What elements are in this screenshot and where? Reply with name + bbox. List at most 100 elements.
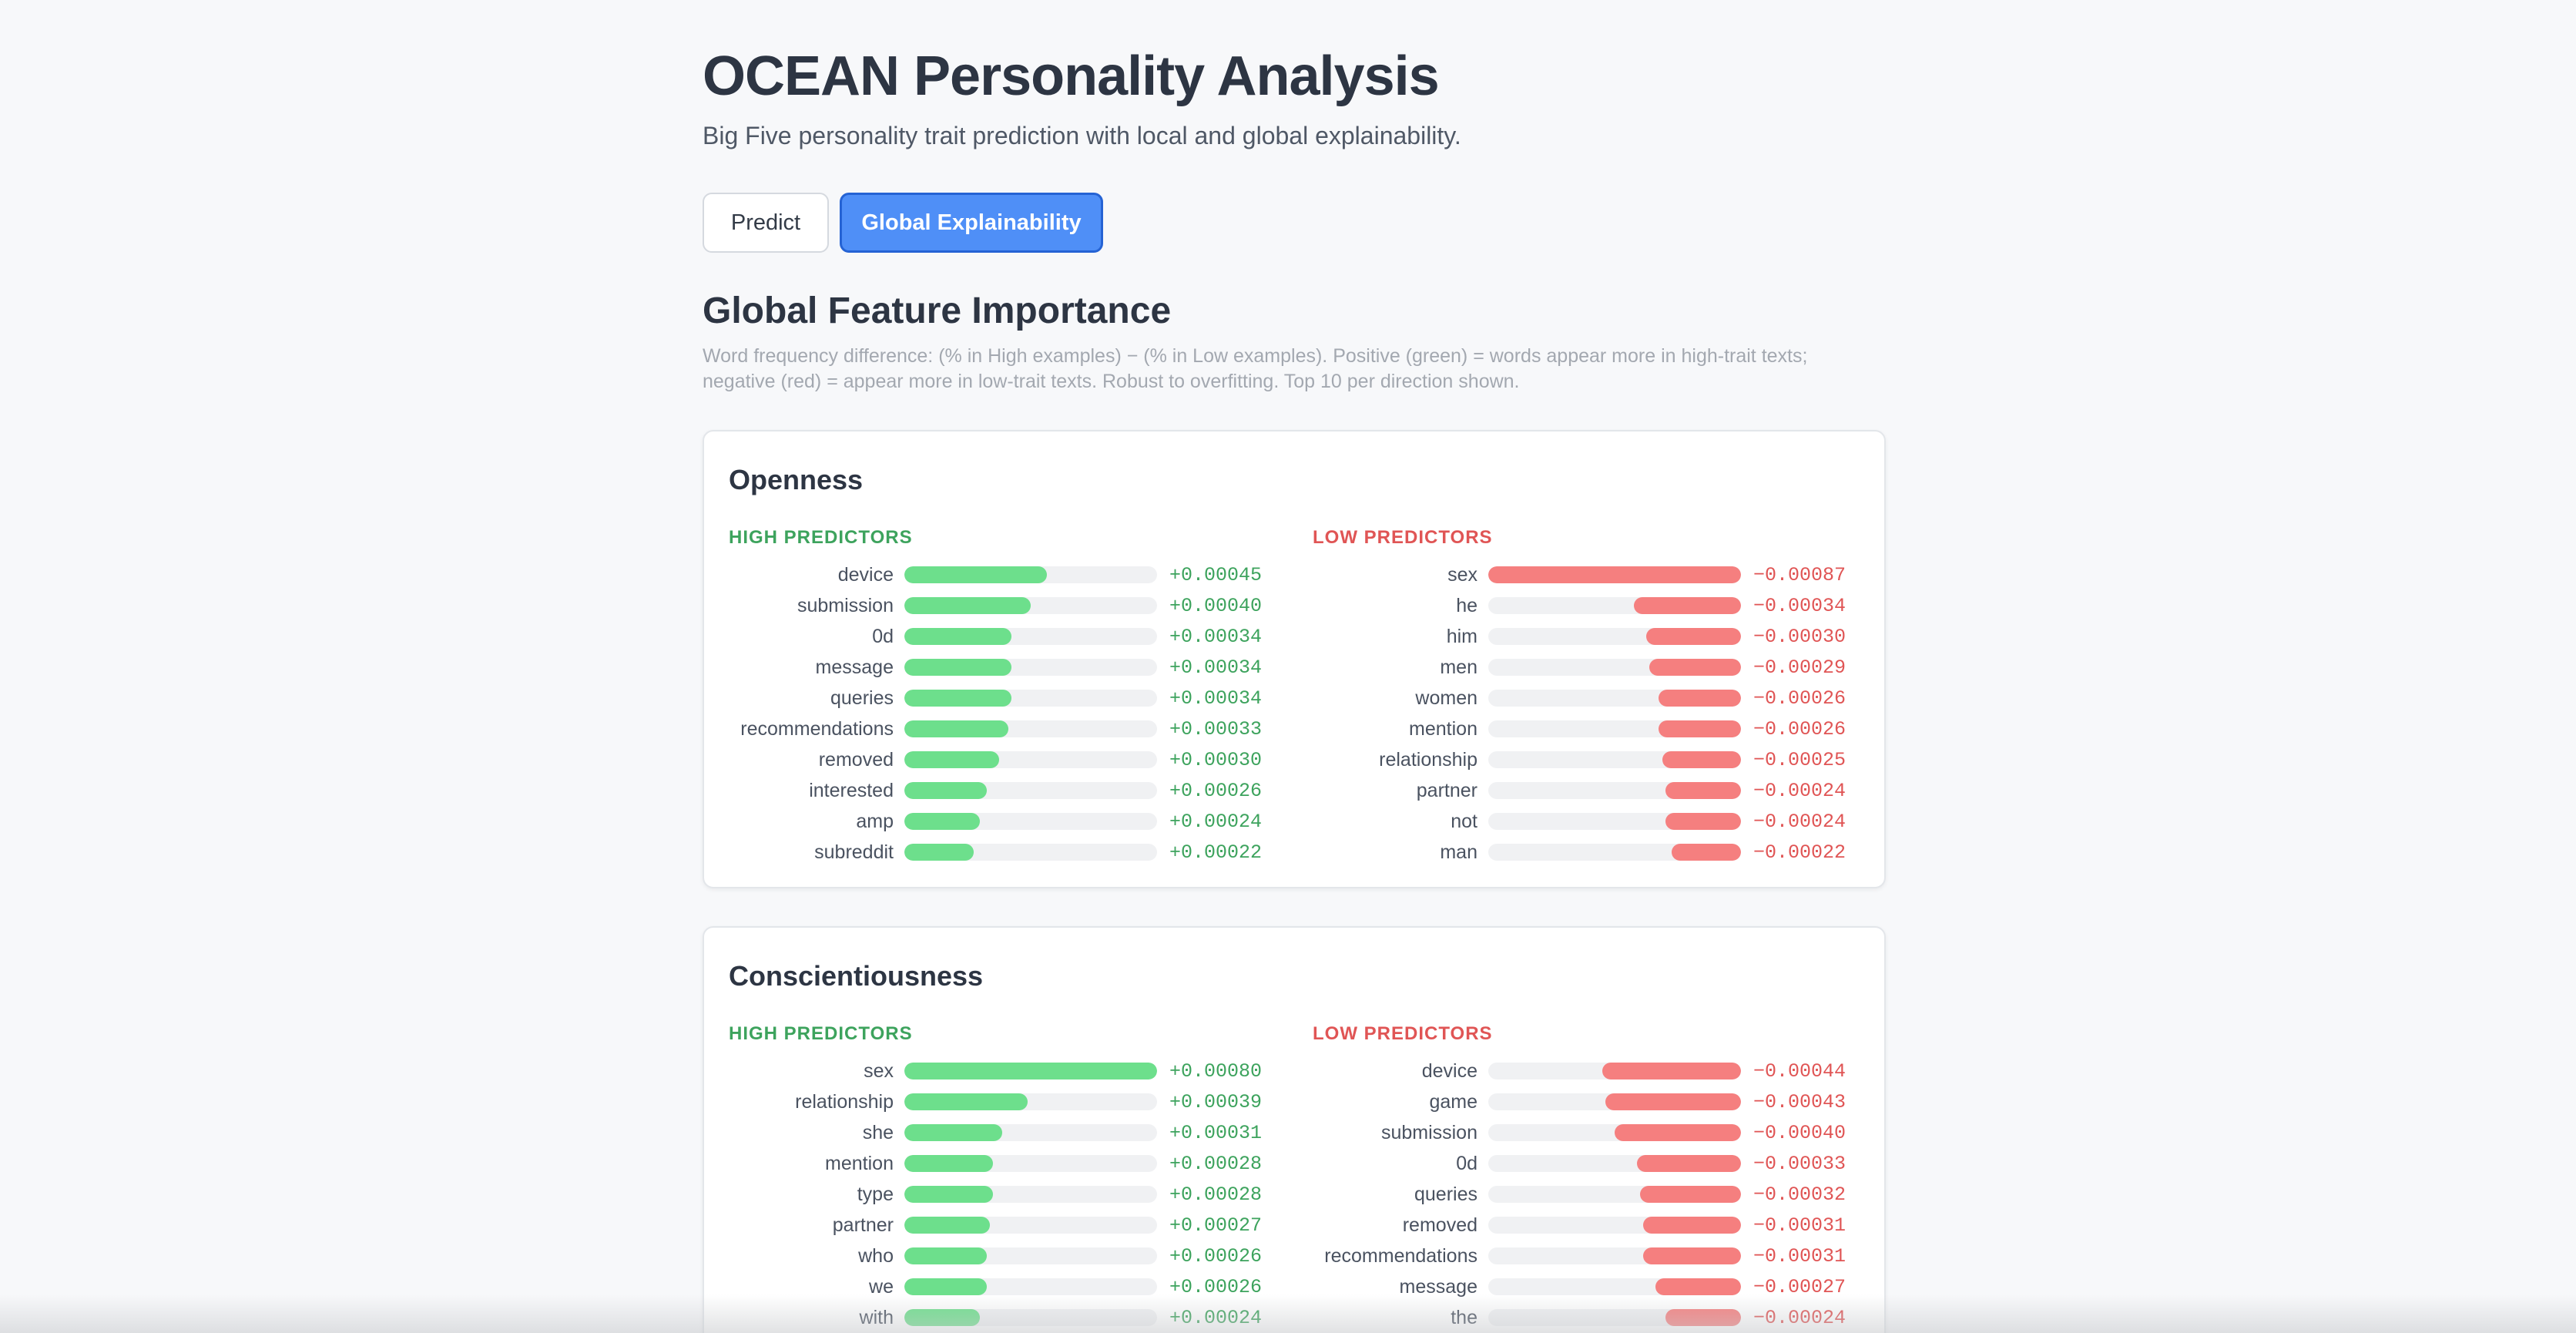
importance-bar [904,1155,993,1172]
predictor-word: not [1451,810,1478,832]
importance-value: +0.00024 [1169,810,1263,833]
importance-value: −0.00031 [1753,1244,1846,1268]
predictor-word: submission [1380,1121,1478,1143]
low-predictor-row: recommendations −0.00031 [1313,1241,1852,1271]
low-predictor-row: man −0.00022 [1313,837,1852,868]
importance-value: −0.00043 [1753,1090,1846,1113]
predictor-word: relationship [1379,748,1478,771]
importance-bar-track [1488,1124,1741,1141]
importance-bar-track [1488,1309,1741,1326]
importance-value: −0.00030 [1753,625,1846,648]
importance-value: −0.00034 [1753,594,1846,617]
importance-value: +0.00027 [1169,1214,1263,1237]
predictor-word: mention [825,1152,894,1174]
high-predictor-row: with +0.00024 [729,1302,1268,1333]
importance-bar [1642,1217,1741,1234]
importance-bar [1665,782,1741,799]
importance-bar-track [904,844,1157,861]
low-predictors-column: LOW PREDICTORS sex −0.00087 he −0.00034 him −… [1313,525,1852,868]
importance-value: +0.00026 [1169,779,1263,802]
importance-bar [904,1186,993,1203]
importance-bar-track [904,1093,1157,1110]
importance-bar-track [1488,813,1741,830]
high-predictor-row: subreddit +0.00022 [729,837,1268,868]
trait-title: Openness [729,464,864,495]
low-predictor-row: 0d −0.00033 [1313,1148,1852,1179]
predictor-word: removed [818,748,894,771]
importance-value: +0.00034 [1169,687,1263,710]
importance-value: −0.00040 [1753,1121,1846,1144]
importance-value: −0.00027 [1753,1275,1846,1298]
predictor-word: device [837,563,894,586]
predictor-word: he [1456,594,1478,616]
predictor-word: partner [832,1214,894,1236]
importance-bar [1662,751,1741,768]
importance-value: −0.00031 [1753,1214,1846,1237]
predictor-word: type [857,1183,894,1205]
predictor-word: recommendations [1324,1244,1478,1267]
low-predictors-column: LOW PREDICTORS device −0.00044 game −0.0004… [1313,1022,1852,1333]
importance-bar [1633,597,1741,614]
importance-bar-track [1488,751,1741,768]
predictor-word: amp [856,810,894,832]
low-predictor-row: removed −0.00031 [1313,1210,1852,1241]
importance-value: +0.00031 [1169,1121,1263,1144]
importance-bar-track [1488,566,1741,583]
importance-bar [1488,566,1741,583]
importance-bar-track [904,751,1157,768]
tab-predict[interactable]: Predict [703,193,829,253]
high-predictor-row: 0d +0.00034 [729,621,1268,652]
importance-bar [904,690,1012,707]
importance-value: −0.00029 [1753,656,1846,679]
importance-bar [904,844,974,861]
importance-bar-track [904,566,1157,583]
importance-bar [904,1278,987,1295]
importance-bar-track [904,1247,1157,1264]
high-predictor-row: mention +0.00028 [729,1148,1268,1179]
importance-bar [904,1093,1028,1110]
importance-bar [1602,1063,1741,1079]
importance-bar [1615,1124,1741,1141]
predictor-word: we [869,1275,894,1298]
predictor-word: men [1440,656,1478,678]
importance-bar [904,751,999,768]
high-predictor-row: amp +0.00024 [729,806,1268,837]
page-title: OCEAN Personality Analysis [703,45,1440,107]
importance-bar-track [904,1278,1157,1295]
importance-bar [1636,1155,1741,1172]
importance-bar [1655,1278,1741,1295]
low-predictor-row: women −0.00026 [1313,683,1852,714]
high-predictor-row: sex +0.00080 [729,1056,1268,1086]
high-predictors-column: HIGH PREDICTORS device +0.00045 submission… [729,525,1268,868]
importance-bar [904,628,1012,645]
trait-card-conscientiousness: Conscientiousness HIGH PREDICTORS sex +0.… [703,926,1886,1333]
importance-bar [1649,659,1741,676]
importance-value: −0.00024 [1753,1306,1846,1329]
importance-bar-track [904,1309,1157,1326]
importance-bar [904,1247,987,1264]
importance-value: +0.00034 [1169,656,1263,679]
section-title: Global Feature Importance [703,290,1172,331]
predictor-word: 0d [1456,1152,1478,1174]
low-predictor-row: men −0.00029 [1313,652,1852,683]
importance-bar [1646,628,1741,645]
low-predictor-row: him −0.00030 [1313,621,1852,652]
importance-value: +0.00022 [1169,841,1263,864]
predictor-word: queries [1414,1183,1478,1205]
high-predictor-row: partner +0.00027 [729,1210,1268,1241]
importance-value: +0.00039 [1169,1090,1263,1113]
importance-value: +0.00040 [1169,594,1263,617]
predictor-word: relationship [795,1090,894,1113]
predictor-word: device [1421,1059,1478,1082]
importance-value: −0.00033 [1753,1152,1846,1175]
high-predictor-row: type +0.00028 [729,1179,1268,1210]
tab-global-explainability[interactable]: Global Explainability [840,193,1103,253]
low-predictor-row: sex −0.00087 [1313,559,1852,590]
predictor-word: queries [830,687,894,709]
importance-value: +0.00080 [1169,1059,1263,1083]
predictor-word: game [1429,1090,1478,1113]
importance-value: −0.00025 [1753,748,1846,771]
importance-bar-track [904,628,1157,645]
tab-bar: Predict Global Explainability [703,193,1103,253]
predictor-word: 0d [872,625,894,647]
